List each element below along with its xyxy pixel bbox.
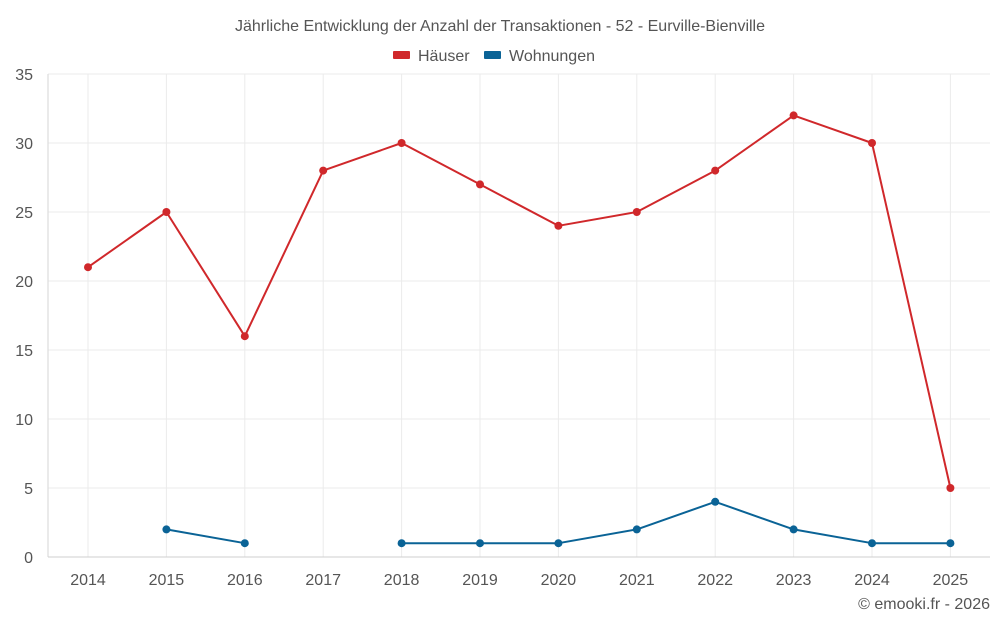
- x-tick-label: 2018: [384, 572, 420, 589]
- y-tick-label: 35: [15, 67, 33, 84]
- data-point[interactable]: [476, 539, 484, 548]
- legend: Häuser Wohnungen: [393, 48, 595, 65]
- data-series: [84, 111, 955, 548]
- data-point[interactable]: [632, 525, 641, 534]
- legend-label-wohnungen: Wohnungen: [509, 48, 595, 65]
- legend-swatch-wohnungen: [484, 51, 501, 59]
- data-point[interactable]: [554, 539, 563, 548]
- data-point[interactable]: [868, 539, 876, 548]
- data-point[interactable]: [946, 539, 955, 548]
- chart-title: Jährliche Entwicklung der Anzahl der Tra…: [235, 18, 765, 35]
- x-tick-label: 2023: [776, 572, 812, 589]
- x-tick-label: 2021: [619, 572, 655, 589]
- data-point[interactable]: [319, 166, 328, 175]
- x-tick-label: 2020: [541, 572, 577, 589]
- data-point[interactable]: [868, 139, 876, 147]
- data-point[interactable]: [240, 539, 249, 548]
- x-tick-label: 2024: [854, 572, 890, 589]
- data-point[interactable]: [397, 139, 406, 147]
- data-point[interactable]: [240, 332, 249, 341]
- legend-swatch-haeuser: [393, 51, 410, 59]
- legend-item-haeuser[interactable]: Häuser: [393, 48, 470, 65]
- y-tick-label: 5: [24, 481, 33, 498]
- data-point[interactable]: [397, 539, 406, 548]
- x-tick-label: 2025: [933, 572, 969, 589]
- legend-item-wohnungen[interactable]: Wohnungen: [484, 48, 595, 65]
- data-point[interactable]: [554, 221, 563, 230]
- grid-lines: [48, 73, 990, 557]
- footer-credit: © emooki.fr - 2026: [858, 596, 990, 613]
- y-tick-label: 0: [24, 550, 33, 567]
- series-1: [162, 497, 955, 548]
- x-tick-label: 2019: [462, 572, 498, 589]
- data-point[interactable]: [789, 111, 798, 120]
- x-tick-label: 2014: [70, 572, 106, 589]
- x-tick-label: 2015: [149, 572, 185, 589]
- y-tick-label: 15: [15, 343, 33, 360]
- data-point[interactable]: [632, 208, 641, 216]
- series-line: [87, 114, 952, 489]
- data-point[interactable]: [84, 263, 92, 272]
- data-point[interactable]: [946, 484, 955, 492]
- y-tick-label: 10: [15, 412, 33, 429]
- data-point[interactable]: [711, 497, 720, 506]
- x-tick-label: 2022: [697, 572, 733, 589]
- y-tick-label: 30: [15, 136, 33, 153]
- legend-label-haeuser: Häuser: [418, 48, 470, 65]
- y-tick-label: 20: [15, 274, 33, 291]
- data-point[interactable]: [789, 525, 798, 534]
- data-point[interactable]: [476, 180, 484, 189]
- x-tick-label: 2017: [305, 572, 341, 589]
- series-0: [84, 111, 955, 492]
- series-line: [166, 528, 245, 545]
- data-point[interactable]: [711, 166, 720, 175]
- data-point[interactable]: [162, 525, 171, 534]
- y-tick-label: 25: [15, 205, 33, 222]
- x-tick-label: 2016: [227, 572, 263, 589]
- data-point[interactable]: [162, 208, 171, 216]
- series-line: [401, 500, 951, 545]
